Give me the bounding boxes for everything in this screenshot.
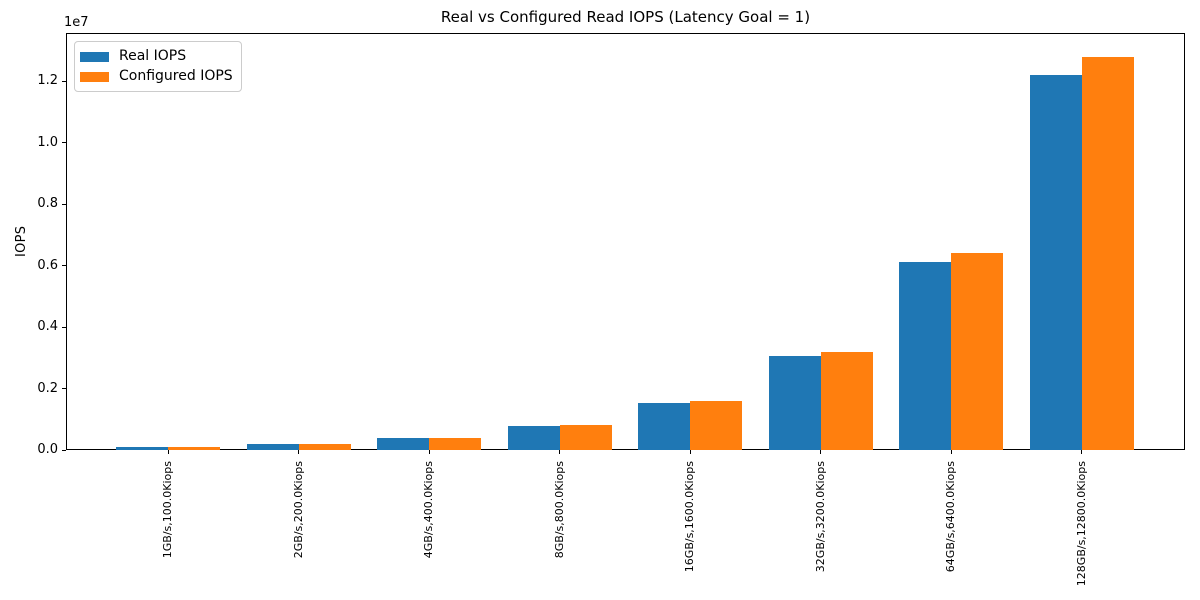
x-tick-mark: [1081, 450, 1083, 454]
bar-real-iops: [377, 438, 430, 450]
y-tick-label: 0.8: [37, 196, 58, 212]
legend-swatch-icon: [80, 71, 109, 82]
x-tick-mark: [167, 450, 169, 454]
bar-real-iops: [638, 402, 691, 450]
bar-real-iops: [116, 447, 168, 450]
chart-title: Real vs Configured Read IOPS (Latency Go…: [440, 8, 811, 26]
x-tick-mark: [559, 450, 561, 454]
bar-configured-iops: [820, 351, 873, 450]
x-tick-mark: [820, 450, 822, 454]
y-tick-mark: [62, 326, 66, 328]
bar-real-iops: [899, 262, 952, 450]
x-tick-label: 16GB/s,1600.0Kiops: [683, 461, 697, 573]
x-tick-mark: [950, 450, 952, 454]
legend-entry: Real IOPS: [80, 49, 231, 64]
x-tick-label: 2GB/s,200.0Kiops: [291, 461, 305, 559]
y-tick-mark: [62, 388, 66, 390]
legend-swatch-icon: [80, 51, 109, 62]
y-tick-mark: [62, 80, 66, 82]
legend-label: Configured IOPS: [119, 68, 233, 84]
bar-real-iops: [507, 426, 560, 450]
y-tick-label: 0.4: [37, 319, 58, 335]
y-tick-mark: [62, 142, 66, 144]
y-tick-label: 1.2: [37, 73, 58, 89]
x-tick-label: 1GB/s,100.0Kiops: [161, 461, 174, 559]
y-tick-label: 0.0: [37, 442, 58, 457]
bar-configured-iops: [1081, 56, 1134, 450]
bar-real-iops: [1029, 75, 1082, 450]
y-tick-label: 0.2: [37, 380, 58, 396]
legend-entry: Configured IOPS: [80, 68, 233, 84]
plot-area: [66, 33, 1185, 450]
bar-configured-iops: [168, 446, 220, 450]
y-tick-mark: [62, 449, 66, 451]
x-tick-mark: [689, 450, 691, 454]
x-tick-label: 32GB/s,3200.0Kiops: [813, 461, 827, 573]
bar-real-iops: [768, 355, 821, 450]
x-tick-label: 8GB/s,800.0Kiops: [552, 461, 566, 559]
x-tick-label: 64GB/s,6400.0Kiops: [944, 461, 958, 573]
legend: Real IOPS Configured IOPS: [74, 41, 242, 92]
bar-configured-iops: [559, 425, 612, 450]
legend-label: Real IOPS: [119, 48, 187, 64]
x-tick-label: 128GB/s,12800.0Kiops: [1074, 461, 1088, 587]
y-tick-label: 0.6: [37, 257, 58, 273]
bar-configured-iops: [951, 253, 1004, 450]
y-tick-mark: [62, 203, 66, 205]
bar-configured-iops: [690, 400, 743, 450]
bar-configured-iops: [429, 437, 482, 450]
y-tick-mark: [62, 265, 66, 267]
x-tick-label: 4GB/s,400.0Kiops: [422, 461, 436, 559]
bar-real-iops: [246, 444, 299, 450]
bar-configured-iops: [298, 443, 351, 450]
y-tick-label: 1.0: [37, 134, 58, 150]
x-tick-mark: [298, 450, 300, 454]
y-axis-offset-label: 1e7: [64, 15, 89, 30]
x-tick-mark: [428, 450, 430, 454]
